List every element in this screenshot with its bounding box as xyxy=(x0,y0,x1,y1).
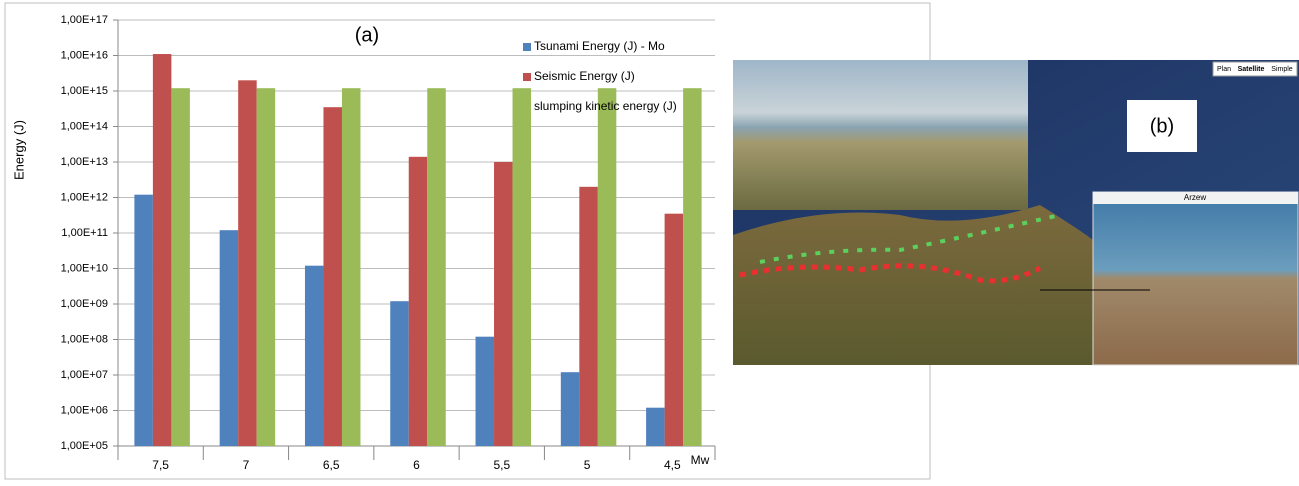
x-tick-label: 6,5 xyxy=(323,458,340,472)
bar xyxy=(342,88,361,446)
y-tick-label: 1,00E+15 xyxy=(61,85,108,97)
bar xyxy=(238,80,257,446)
y-tick-label: 1,00E+12 xyxy=(61,191,108,203)
y-tick-label: 1,00E+10 xyxy=(61,262,108,274)
bar xyxy=(513,88,532,446)
y-tick-label: 1,00E+13 xyxy=(61,156,108,168)
legend-label: Seismic Energy (J) xyxy=(534,69,635,83)
x-tick-label: 4,5 xyxy=(664,458,681,472)
page: (a) Energy (J) Mw 1,00E+05 1,00E+06 1,00E+… xyxy=(0,0,1299,486)
y-tick-label: 1,00E+09 xyxy=(61,298,108,310)
legend-swatch xyxy=(523,43,531,51)
bar xyxy=(598,88,617,446)
bar xyxy=(665,214,684,446)
figure: (a) Energy (J) Mw 1,00E+05 1,00E+06 1,00E+… xyxy=(0,0,1299,481)
y-axis-label: Energy (J) xyxy=(11,120,26,180)
bar xyxy=(476,337,495,446)
bar xyxy=(646,408,665,446)
bar xyxy=(134,195,153,446)
panel-label: (b) xyxy=(1150,115,1174,137)
legend-label: slumping kinetic energy (J) xyxy=(534,99,677,113)
bar xyxy=(494,162,513,446)
panel-b: Arzew Plan Satellite Simple (b) xyxy=(733,60,1299,365)
bar xyxy=(561,372,580,446)
legend-swatch xyxy=(523,103,531,111)
photo xyxy=(733,60,1028,210)
bar xyxy=(683,88,702,446)
x-tick-label: 7,5 xyxy=(152,458,169,472)
y-tick-label: 1,00E+05 xyxy=(61,440,108,452)
bar xyxy=(323,107,342,446)
y-tick-label: 1,00E+11 xyxy=(61,227,108,239)
bar xyxy=(171,88,190,446)
x-tick-label: 5,5 xyxy=(493,458,510,472)
panel-label: (a) xyxy=(355,24,379,46)
bar xyxy=(153,54,172,446)
inset-photo xyxy=(1093,192,1298,365)
x-tick-label: 5 xyxy=(584,458,591,472)
legend-label: Tsunami Energy (J) - Mo xyxy=(534,39,665,53)
x-axis-label: Mw xyxy=(691,453,710,467)
x-tick-label: 7 xyxy=(243,458,250,472)
bar xyxy=(409,157,428,446)
legend-swatch xyxy=(523,73,531,81)
y-tick-label: 1,00E+16 xyxy=(61,49,108,61)
bar xyxy=(390,301,409,446)
inset-title: Arzew xyxy=(1184,193,1206,202)
bar xyxy=(220,230,239,446)
y-tick-label: 1,00E+17 xyxy=(61,14,108,26)
x-tick-label: 6 xyxy=(413,458,420,472)
map-button[interactable]: Simple xyxy=(1271,66,1293,73)
coast xyxy=(733,205,1093,365)
map-button[interactable]: Satellite xyxy=(1238,66,1265,73)
bar xyxy=(305,266,324,446)
y-tick-label: 1,00E+06 xyxy=(61,404,108,416)
y-tick-label: 1,00E+07 xyxy=(61,369,108,381)
y-tick-label: 1,00E+14 xyxy=(61,120,108,132)
y-tick-label: 1,00E+08 xyxy=(61,333,108,345)
bar xyxy=(579,187,598,446)
map-button[interactable]: Plan xyxy=(1217,66,1231,73)
bar xyxy=(257,88,276,446)
bar xyxy=(427,88,446,446)
